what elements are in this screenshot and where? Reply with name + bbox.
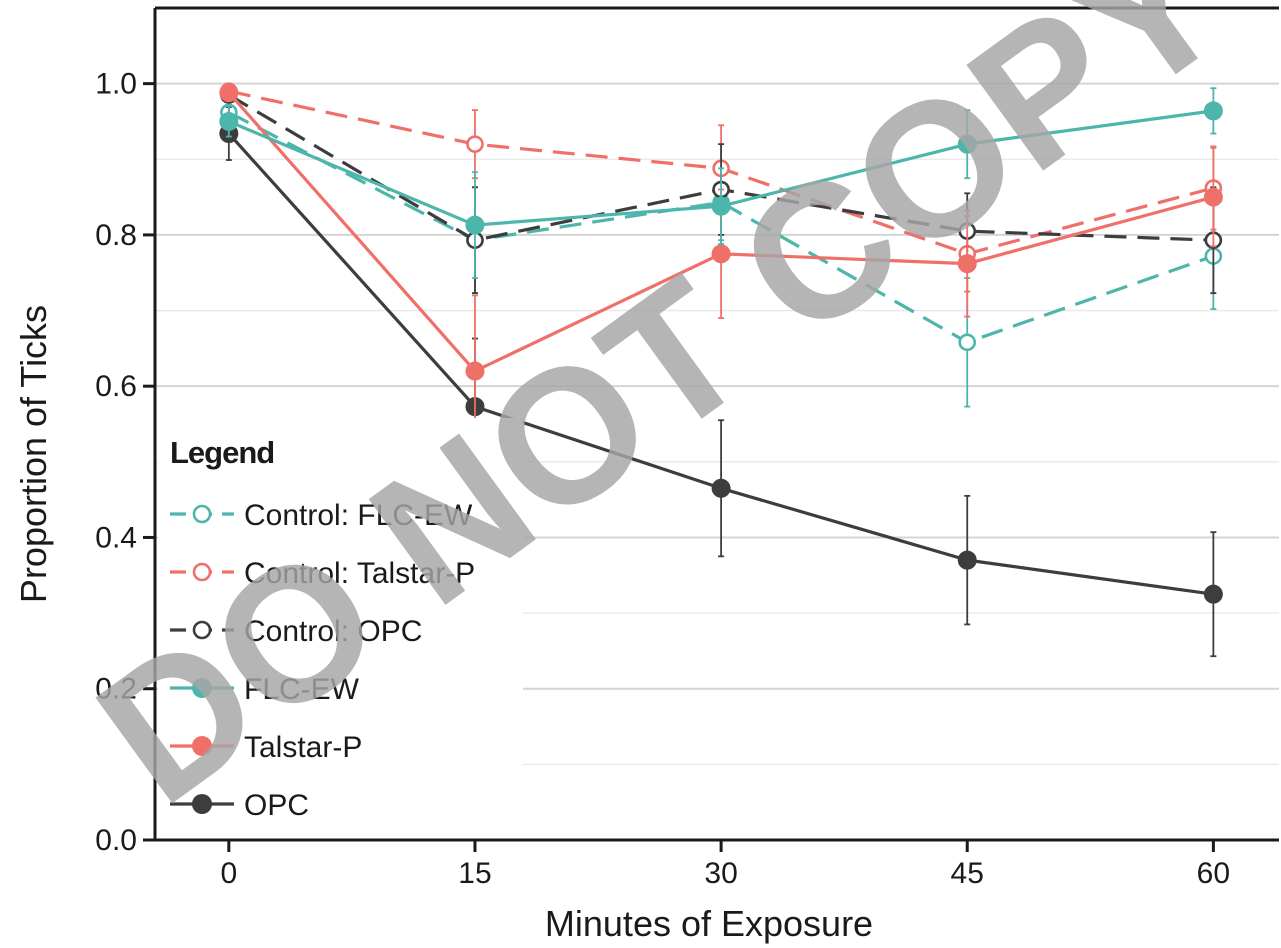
data-point	[1203, 584, 1223, 604]
series-talstar-p	[219, 83, 1223, 448]
data-point	[711, 478, 731, 498]
legend-label: Talstar-P	[244, 731, 362, 764]
legend-item: Control: FLC-EW	[170, 499, 473, 532]
y-axis-ticks: 0.0 0.2 0.4 0.6 0.8 1.0	[95, 68, 155, 857]
legend-background	[158, 418, 523, 836]
legend-item: Control: Talstar-P	[170, 557, 475, 590]
data-point	[1203, 187, 1223, 207]
legend-label: Control: FLC-EW	[244, 499, 473, 532]
x-tick-label: 0	[220, 857, 237, 890]
data-point	[466, 135, 484, 153]
legend-item: Talstar-P	[170, 731, 362, 764]
data-point	[219, 111, 239, 131]
x-tick-label: 60	[1197, 857, 1230, 890]
legend-swatch-marker	[192, 562, 212, 582]
data-point	[465, 215, 485, 235]
legend-label: Control: OPC	[244, 615, 422, 648]
y-tick-label: 0.6	[95, 370, 137, 403]
series-layer	[219, 82, 1223, 658]
data-point	[219, 83, 239, 103]
data-point	[1203, 101, 1223, 121]
legend-swatch-marker	[192, 620, 212, 640]
x-axis-title: Minutes of Exposure	[545, 903, 873, 944]
y-tick-label: 0.0	[95, 824, 137, 857]
legend-item: OPC	[170, 789, 309, 822]
x-axis-ticks: 0 15 30 45 60	[220, 840, 1230, 890]
legend-swatch-marker	[192, 794, 212, 814]
legend-items: Control: FLC-EW Control: Talstar-P Control…	[170, 499, 475, 822]
x-tick-label: 45	[951, 857, 984, 890]
legend-label: FLC-EW	[244, 673, 360, 706]
axes: 0.0 0.2 0.4 0.6 0.8 1.0 0 15 30 45 60 Minutes of …	[13, 6, 1279, 944]
data-point	[958, 333, 977, 352]
series-line	[228, 110, 1214, 344]
y-tick-label: 1.0	[95, 68, 137, 101]
x-tick-label: 30	[704, 857, 737, 890]
legend-title: Legend	[170, 435, 274, 470]
legend: Legend Control: FLC-EW Control: Talstar-P…	[158, 418, 523, 836]
legend-item: Control: OPC	[170, 615, 422, 648]
data-point	[957, 254, 977, 274]
legend-swatch-marker	[192, 678, 212, 698]
legend-swatch-marker	[192, 504, 212, 524]
legend-label: OPC	[244, 789, 309, 822]
data-point	[957, 134, 977, 154]
legend-swatch-marker	[192, 736, 212, 756]
x-tick-label: 15	[458, 857, 491, 890]
y-tick-label: 0.4	[95, 521, 137, 554]
legend-label: Control: Talstar-P	[244, 557, 475, 590]
data-point	[465, 361, 485, 381]
legend-item: FLC-EW	[170, 673, 360, 706]
y-axis-title: Proportion of Ticks	[13, 305, 54, 603]
y-tick-label: 0.8	[95, 219, 137, 252]
data-point	[957, 550, 977, 570]
data-point	[711, 196, 731, 216]
y-tick-label: 0.2	[95, 673, 137, 706]
series-flc-ew	[219, 87, 1223, 279]
